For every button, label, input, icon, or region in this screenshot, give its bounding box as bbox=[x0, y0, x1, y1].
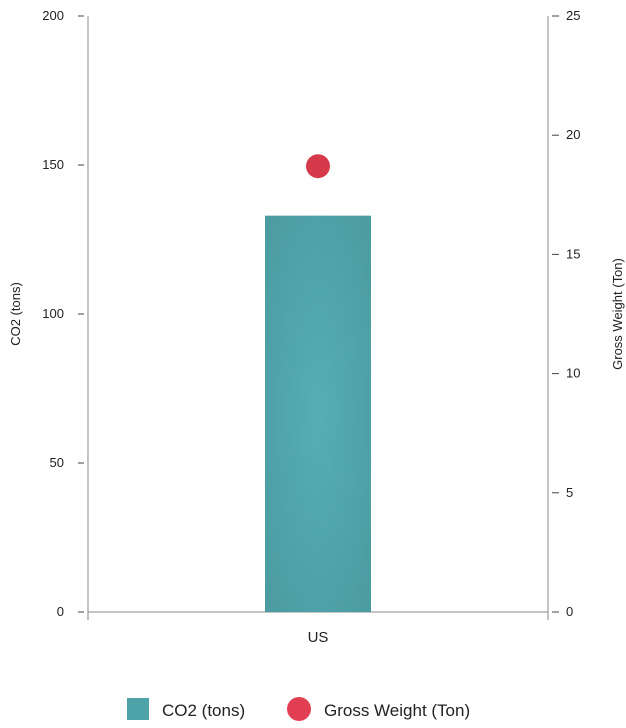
right-tick-label: 25 bbox=[566, 8, 580, 23]
point-gross-weight-us bbox=[306, 154, 330, 179]
legend: CO2 (tons) Gross Weight (Ton) bbox=[127, 697, 470, 721]
category-labels: US bbox=[308, 629, 329, 646]
left-tick-label: 200 bbox=[42, 8, 64, 23]
left-tick-label: 0 bbox=[57, 604, 64, 619]
left-tick-label: 50 bbox=[50, 455, 64, 470]
legend-swatch-gross-weight bbox=[287, 697, 311, 721]
scatter-series-group bbox=[306, 154, 330, 179]
right-tick-label: 15 bbox=[566, 246, 580, 261]
right-axis-title: Gross Weight (Ton) bbox=[610, 258, 625, 370]
right-tick-label: 20 bbox=[566, 127, 580, 142]
legend-label-gross-weight: Gross Weight (Ton) bbox=[324, 701, 470, 720]
right-tick-label: 5 bbox=[566, 485, 573, 500]
bar-co2-us bbox=[265, 215, 371, 612]
legend-label-co2: CO2 (tons) bbox=[162, 701, 245, 720]
left-tick-label: 100 bbox=[42, 306, 64, 321]
right-axis-ticks: 0 5 10 15 20 25 bbox=[552, 8, 580, 619]
right-tick-label: 0 bbox=[566, 604, 573, 619]
bar-series-group bbox=[265, 215, 371, 612]
right-tick-label: 10 bbox=[566, 366, 580, 381]
left-axis-title: CO2 (tons) bbox=[8, 282, 23, 346]
legend-swatch-co2 bbox=[127, 698, 149, 720]
left-tick-label: 150 bbox=[42, 157, 64, 172]
left-axis-ticks: 0 50 100 150 200 bbox=[42, 8, 84, 619]
category-label: US bbox=[308, 629, 329, 646]
